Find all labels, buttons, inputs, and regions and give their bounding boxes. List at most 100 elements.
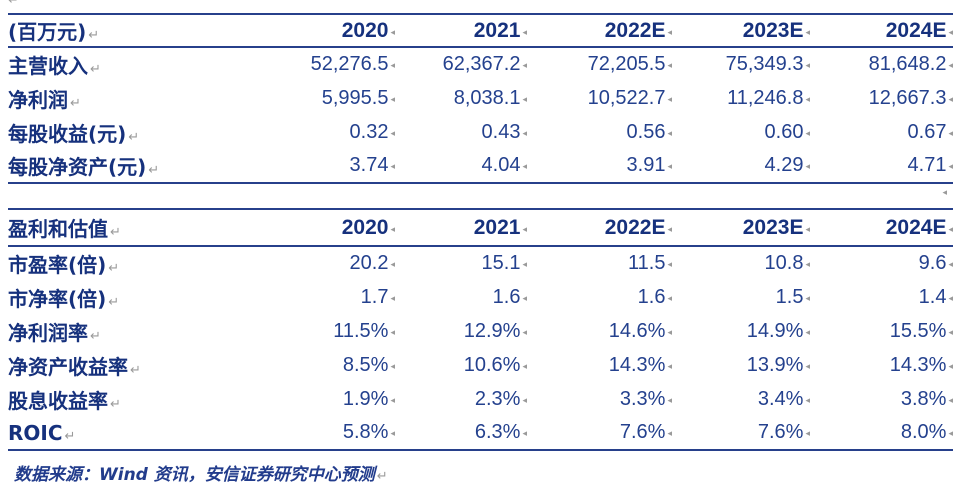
cell-value: 14.3% (608, 353, 666, 376)
cell-value: 0.32 (349, 120, 389, 143)
cell-end-mark-icon: ◂ (522, 361, 527, 372)
row-label: 主营收入 (8, 54, 88, 78)
year-header: 2023E (742, 215, 804, 239)
cell-end-mark-icon: ◂ (667, 224, 672, 235)
cell-value: 11,246.8 (727, 86, 804, 109)
cell-end-mark-icon: ◂ (805, 128, 810, 139)
cell-end-mark-icon: ◂ (805, 293, 810, 304)
cell-end-mark-icon: ◂ (805, 361, 810, 372)
cell-end-mark-icon: ◂ (805, 162, 810, 172)
table2-header-row: 盈利和估值 ↵ 2020 ◂ 2021 ◂ 2022E ◂ 2023E ◂ 2024E ◂ (8, 209, 953, 246)
row-label: ROIC (8, 420, 63, 445)
cell-value: 3.3% (619, 387, 666, 410)
cell-end-mark-icon: ◂ (390, 61, 395, 71)
cell-end-mark-icon: ◂ (522, 61, 527, 71)
year-header: 2024E (885, 215, 947, 239)
table-row: 净资产收益率 ↵ 8.5% ◂ 10.6% ◂ 14.3% ◂ 13.9% ◂ 14.3%… (8, 348, 953, 382)
cell-end-mark-icon: ◂ (667, 162, 672, 172)
paragraph-mark-icon: ↵ (376, 469, 388, 484)
cell-end-mark-icon: ◂ (948, 429, 953, 439)
table1-unit-label: (百万元) (8, 20, 87, 44)
cell-value: 3.91 (626, 154, 666, 176)
cell-end-mark-icon: ◂ (667, 128, 672, 139)
year-header: 2020 (341, 18, 389, 42)
paragraph-mark-icon: ↵ (128, 129, 140, 145)
cell-end-mark-icon: ◂ (522, 293, 527, 304)
cell-end-mark-icon: ◂ (522, 224, 527, 235)
table1-header-row: (百万元) ↵ 2020 ◂ 2021 ◂ 2022E ◂ 2023E ◂ 2024E ◂ (8, 14, 953, 47)
cell-value: 13.9% (746, 353, 804, 376)
row-label: 市净率(倍) (8, 286, 107, 311)
cell-value: 5,995.5 (321, 86, 389, 109)
cell-value: 72,205.5 (587, 53, 666, 75)
row-end-mark-icon: ◂ (942, 188, 947, 198)
cell-value: 11.5% (333, 319, 389, 342)
cell-end-mark-icon: ◂ (948, 293, 953, 304)
cell-end-mark-icon: ◂ (522, 395, 527, 406)
cell-end-mark-icon: ◂ (948, 395, 953, 406)
table-row: 市净率(倍) ↵ 1.7 ◂ 1.6 ◂ 1.6 ◂ 1.5 ◂ 1.4 ◂ (8, 280, 953, 314)
cell-end-mark-icon: ◂ (390, 395, 395, 406)
cell-end-mark-icon: ◂ (805, 224, 810, 235)
cell-end-mark-icon: ◂ (805, 260, 810, 270)
cell-end-mark-icon: ◂ (667, 27, 672, 38)
cell-value: 2.3% (474, 387, 521, 410)
cell-end-mark-icon: ◂ (667, 361, 672, 372)
cell-end-mark-icon: ◂ (667, 327, 672, 338)
row-label: 每股收益(元) (8, 121, 127, 146)
cell-value: 8.5% (342, 353, 389, 376)
cell-end-mark-icon: ◂ (390, 327, 395, 338)
cell-end-mark-icon: ◂ (948, 260, 953, 270)
cell-end-mark-icon: ◂ (390, 128, 395, 139)
cell-end-mark-icon: ◂ (948, 224, 953, 235)
cell-value: 3.8% (900, 387, 947, 410)
cell-end-mark-icon: ◂ (948, 361, 953, 372)
cell-value: 1.4 (918, 285, 947, 308)
cell-value: 0.56 (626, 120, 666, 143)
year-header: 2022E (604, 215, 666, 239)
year-header: 2023E (742, 18, 804, 42)
row-label: 股息收益率 (8, 388, 108, 413)
data-source-text: 数据来源：Wind 资讯，安信证券研究中心预测 (14, 465, 375, 485)
paragraph-mark-icon: ↵ (110, 396, 121, 412)
cell-end-mark-icon: ◂ (390, 293, 395, 304)
cell-end-mark-icon: ◂ (667, 293, 672, 304)
cell-value: 1.9% (342, 387, 389, 410)
cell-end-mark-icon: ◂ (805, 94, 810, 105)
cell-end-mark-icon: ◂ (667, 395, 672, 406)
cell-end-mark-icon: ◂ (805, 61, 810, 71)
cell-end-mark-icon: ◂ (522, 327, 527, 338)
row-label: 净利润率 (8, 320, 88, 345)
paragraph-mark-icon: ↵ (108, 294, 120, 310)
cell-end-mark-icon: ◂ (522, 27, 527, 38)
cell-value: 14.9% (746, 319, 804, 342)
clipped-paragraph-mark-icon: ↵ (8, 0, 19, 8)
table2-title: 盈利和估值 (8, 217, 108, 241)
cell-end-mark-icon: ◂ (522, 128, 527, 139)
cell-value: 7.6% (757, 421, 804, 443)
table-row: ROIC ↵ 5.8% ◂ 6.3% ◂ 7.6% ◂ 7.6% ◂ 8.0% ◂ (8, 416, 953, 450)
cell-end-mark-icon: ◂ (522, 429, 527, 439)
cell-value: 15.5% (889, 319, 947, 342)
year-header: 2021 (473, 18, 521, 42)
cell-end-mark-icon: ◂ (522, 162, 527, 172)
paragraph-mark-icon: ↵ (64, 428, 76, 444)
cell-value: 11.5 (628, 252, 666, 274)
cell-end-mark-icon: ◂ (948, 94, 953, 105)
cell-value: 7.6% (619, 421, 666, 443)
year-header: 2022E (604, 18, 666, 42)
cell-end-mark-icon: ◂ (948, 327, 953, 338)
paragraph-mark-icon: ↵ (90, 328, 101, 344)
cell-value: 14.3% (889, 353, 947, 376)
cell-value: 5.8% (342, 421, 389, 443)
cell-value: 4.29 (764, 154, 804, 176)
cell-end-mark-icon: ◂ (948, 128, 953, 139)
cell-end-mark-icon: ◂ (805, 327, 810, 338)
cell-end-mark-icon: ◂ (667, 94, 672, 105)
cell-value: 3.4% (757, 387, 804, 410)
cell-value: 1.7 (360, 285, 389, 308)
table-row: 净利润 ↵ 5,995.5 ◂ 8,038.1 ◂ 10,522.7 ◂ 11,246.… (8, 81, 953, 115)
row-label: 每股净资产(元) (8, 155, 147, 179)
cell-value: 52,276.5 (310, 53, 389, 75)
table-row: 每股净资产(元) ↵ 3.74 ◂ 4.04 ◂ 3.91 ◂ 4.29 ◂ 4.71 ◂ (8, 149, 953, 183)
